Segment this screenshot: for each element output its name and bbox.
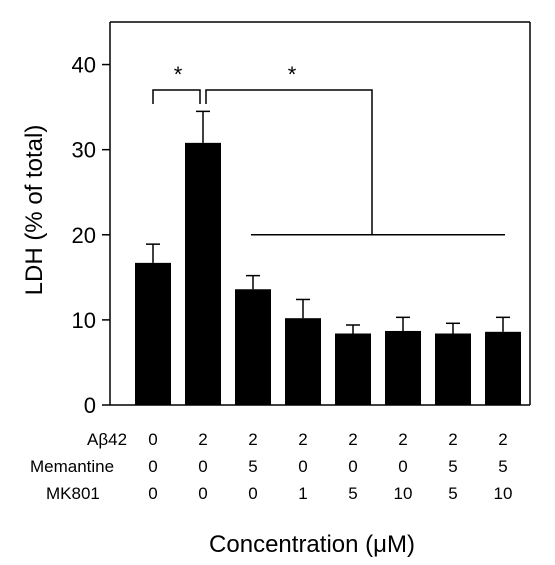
condition-value: 2 [248, 430, 257, 449]
x-axis-title: Concentration (μM) [209, 531, 415, 558]
condition-value: 5 [498, 457, 507, 476]
bar [485, 331, 521, 405]
condition-value: 10 [494, 484, 513, 503]
condition-value: 0 [148, 484, 157, 503]
condition-value: 2 [198, 430, 207, 449]
condition-row-label: Aβ42 [87, 430, 127, 449]
y-axis: 0 10 20 30 40 [72, 22, 111, 418]
bar [335, 333, 371, 405]
condition-row-label: Memantine [30, 457, 114, 476]
condition-value: 2 [348, 430, 357, 449]
condition-table: Aβ42 0 2 2 2 2 2 2 2 Memantine 0 0 5 0 0 0 5 5 MK801 0 0 0 1 5 1… [30, 430, 512, 503]
condition-value: 2 [498, 430, 507, 449]
bar [235, 289, 271, 405]
significance-bracket [152, 89, 201, 104]
bar [285, 318, 321, 405]
bar [385, 330, 421, 405]
condition-value: 5 [448, 457, 457, 476]
y-tick-label: 0 [84, 393, 96, 418]
condition-value: 5 [448, 484, 457, 503]
significance-annotations: * * [152, 62, 505, 236]
condition-value: 10 [394, 484, 413, 503]
condition-value: 5 [248, 457, 257, 476]
significance-star: * [174, 62, 183, 87]
condition-value: 1 [298, 484, 307, 503]
significance-bracket [205, 89, 373, 235]
condition-row-label: MK801 [46, 484, 100, 503]
y-tick-label: 10 [72, 308, 96, 333]
condition-value: 5 [348, 484, 357, 503]
bar [435, 333, 471, 405]
condition-value: 0 [298, 457, 307, 476]
y-axis-title: LDH (% of total) [21, 125, 48, 296]
condition-value: 0 [198, 457, 207, 476]
condition-value: 0 [148, 457, 157, 476]
condition-value: 2 [448, 430, 457, 449]
bar [135, 262, 171, 405]
y-tick-label: 20 [72, 223, 96, 248]
condition-value: 0 [348, 457, 357, 476]
condition-value: 0 [398, 457, 407, 476]
condition-value: 2 [398, 430, 407, 449]
significance-star: * [288, 62, 297, 87]
bar [185, 142, 221, 405]
bars [135, 110, 521, 405]
condition-value: 2 [298, 430, 307, 449]
y-tick-label: 40 [72, 53, 96, 78]
condition-value: 0 [148, 430, 157, 449]
condition-value: 0 [198, 484, 207, 503]
condition-value: 0 [248, 484, 257, 503]
y-tick-label: 30 [72, 138, 96, 163]
